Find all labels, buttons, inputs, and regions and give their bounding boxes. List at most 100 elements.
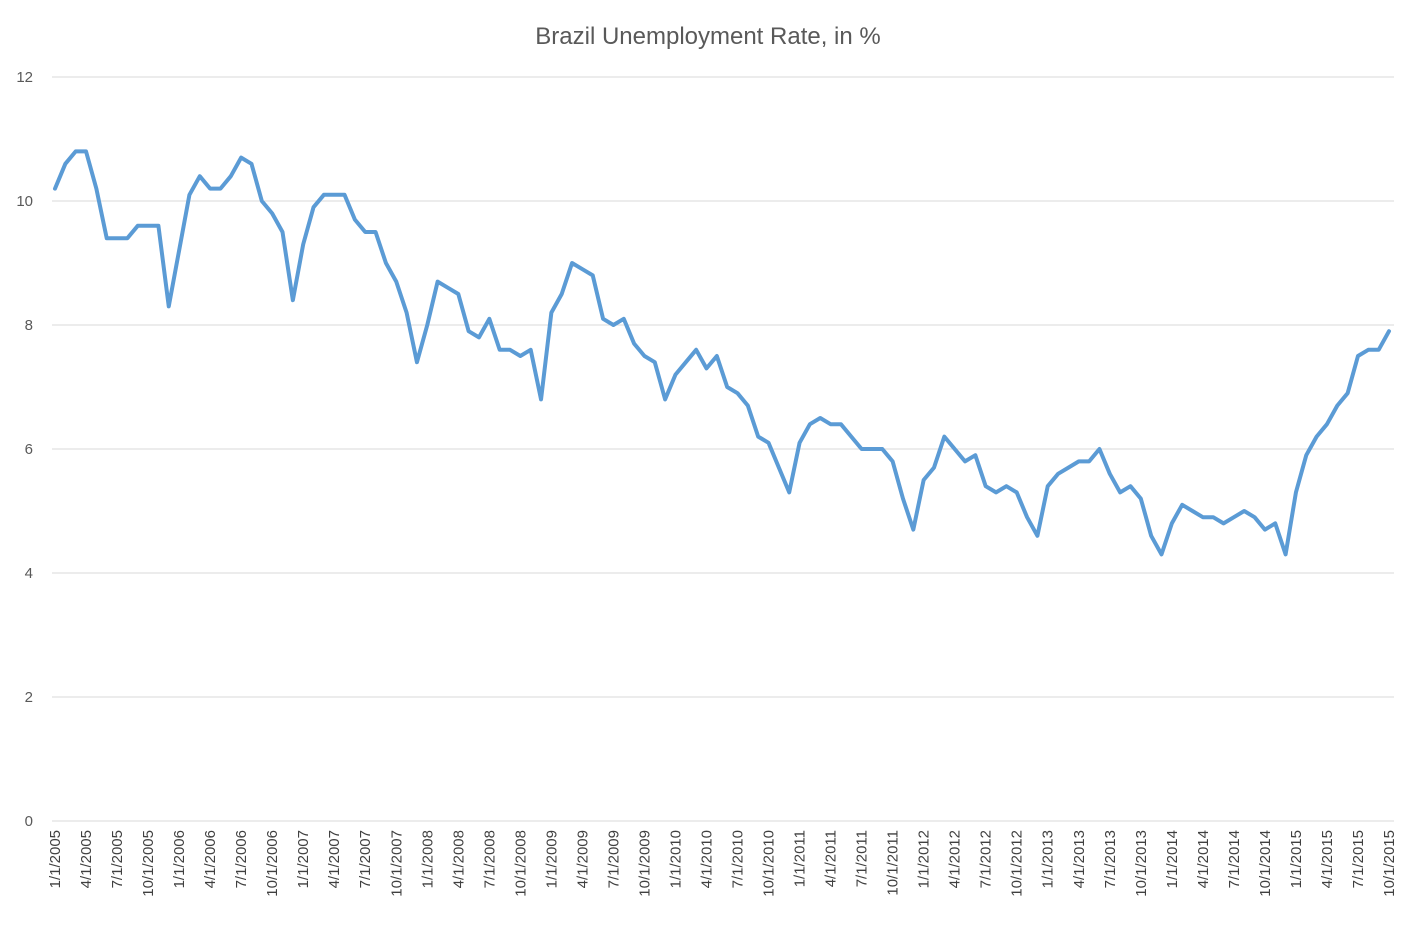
x-tick-label: 7/1/2013 — [1102, 830, 1119, 888]
data-point — [1149, 534, 1153, 538]
data-point — [74, 149, 78, 153]
data-point — [456, 292, 460, 296]
data-point — [942, 435, 946, 439]
data-point — [1315, 435, 1319, 439]
data-point — [684, 360, 688, 364]
series-line-0 — [53, 149, 1391, 557]
data-point — [1387, 329, 1391, 333]
data-point — [1191, 509, 1195, 513]
gridlines — [52, 76, 1394, 822]
data-point — [1232, 515, 1236, 519]
data-point — [1242, 509, 1246, 513]
data-point — [1273, 521, 1277, 525]
data-point — [922, 478, 926, 482]
data-point — [529, 348, 533, 352]
data-point — [1377, 348, 1381, 352]
data-point — [405, 311, 409, 315]
data-point — [725, 385, 729, 389]
data-point — [239, 156, 243, 160]
data-point — [281, 230, 285, 234]
data-point — [849, 435, 853, 439]
data-point — [177, 249, 181, 253]
data-point — [1304, 453, 1308, 457]
data-point — [291, 298, 295, 302]
data-point — [560, 292, 564, 296]
data-point — [1211, 515, 1215, 519]
x-tick-label: 4/1/2015 — [1319, 830, 1336, 888]
x-tick-label: 7/1/2011 — [854, 830, 871, 887]
data-point — [1325, 422, 1329, 426]
x-tick-label: 7/1/2015 — [1350, 830, 1367, 888]
data-point — [953, 447, 957, 451]
x-tick-label: 10/1/2014 — [1257, 830, 1274, 897]
x-tick-label: 4/1/2005 — [78, 830, 95, 888]
data-point — [1294, 490, 1298, 494]
data-point — [1160, 552, 1164, 556]
data-point — [746, 404, 750, 408]
data-point — [901, 497, 905, 501]
x-tick-label: 7/1/2006 — [233, 830, 250, 888]
data-point — [156, 224, 160, 228]
x-tick-label: 1/1/2005 — [47, 830, 64, 888]
data-point — [343, 193, 347, 197]
data-point — [53, 187, 57, 191]
x-tick-label: 1/1/2015 — [1288, 830, 1305, 888]
data-point — [570, 261, 574, 265]
data-point — [767, 441, 771, 445]
x-tick-label: 1/1/2007 — [295, 830, 312, 888]
x-tick-label: 4/1/2010 — [698, 830, 715, 888]
data-point — [704, 366, 708, 370]
data-point — [384, 261, 388, 265]
x-tick-label: 1/1/2014 — [1164, 830, 1181, 888]
data-point — [198, 174, 202, 178]
data-point — [1087, 459, 1091, 463]
x-tick-label: 10/1/2011 — [885, 830, 902, 896]
data-point — [415, 360, 419, 364]
y-tick-label: 2 — [25, 689, 33, 706]
data-point — [508, 348, 512, 352]
data-point — [787, 490, 791, 494]
data-point — [1170, 521, 1174, 525]
y-tick-label: 6 — [25, 441, 33, 458]
x-tick-label: 7/1/2008 — [481, 830, 498, 888]
data-point — [1025, 515, 1029, 519]
data-point — [839, 422, 843, 426]
data-point — [829, 422, 833, 426]
x-tick-label: 7/1/2012 — [978, 830, 995, 888]
data-point — [860, 447, 864, 451]
x-tick-label: 4/1/2008 — [450, 830, 467, 888]
data-point — [487, 317, 491, 321]
x-tick-label: 10/1/2008 — [512, 830, 529, 897]
data-point — [84, 149, 88, 153]
data-point — [115, 236, 119, 240]
data-point — [63, 162, 67, 166]
x-tick-label: 10/1/2009 — [636, 830, 653, 897]
data-point — [1366, 348, 1370, 352]
data-point — [580, 267, 584, 271]
data-point — [1056, 472, 1060, 476]
data-point — [818, 416, 822, 420]
data-point — [436, 280, 440, 284]
data-point — [1128, 484, 1132, 488]
data-point — [777, 466, 781, 470]
data-point — [808, 422, 812, 426]
data-point — [125, 236, 129, 240]
data-point — [963, 459, 967, 463]
data-point — [1356, 354, 1360, 358]
data-point — [911, 528, 915, 532]
x-tick-label: 10/1/2013 — [1133, 830, 1150, 897]
data-point — [932, 466, 936, 470]
data-point — [673, 373, 677, 377]
x-tick-label: 1/1/2011 — [792, 830, 809, 887]
data-point — [498, 348, 502, 352]
x-tick-label: 1/1/2009 — [543, 830, 560, 888]
y-tick-label: 4 — [25, 565, 33, 582]
data-point — [984, 484, 988, 488]
data-point — [332, 193, 336, 197]
data-point — [1066, 466, 1070, 470]
data-point — [1118, 490, 1122, 494]
data-point — [1139, 497, 1143, 501]
x-tick-label: 10/1/2006 — [264, 830, 281, 897]
data-point — [1097, 447, 1101, 451]
x-tick-label: 1/1/2008 — [419, 830, 436, 888]
